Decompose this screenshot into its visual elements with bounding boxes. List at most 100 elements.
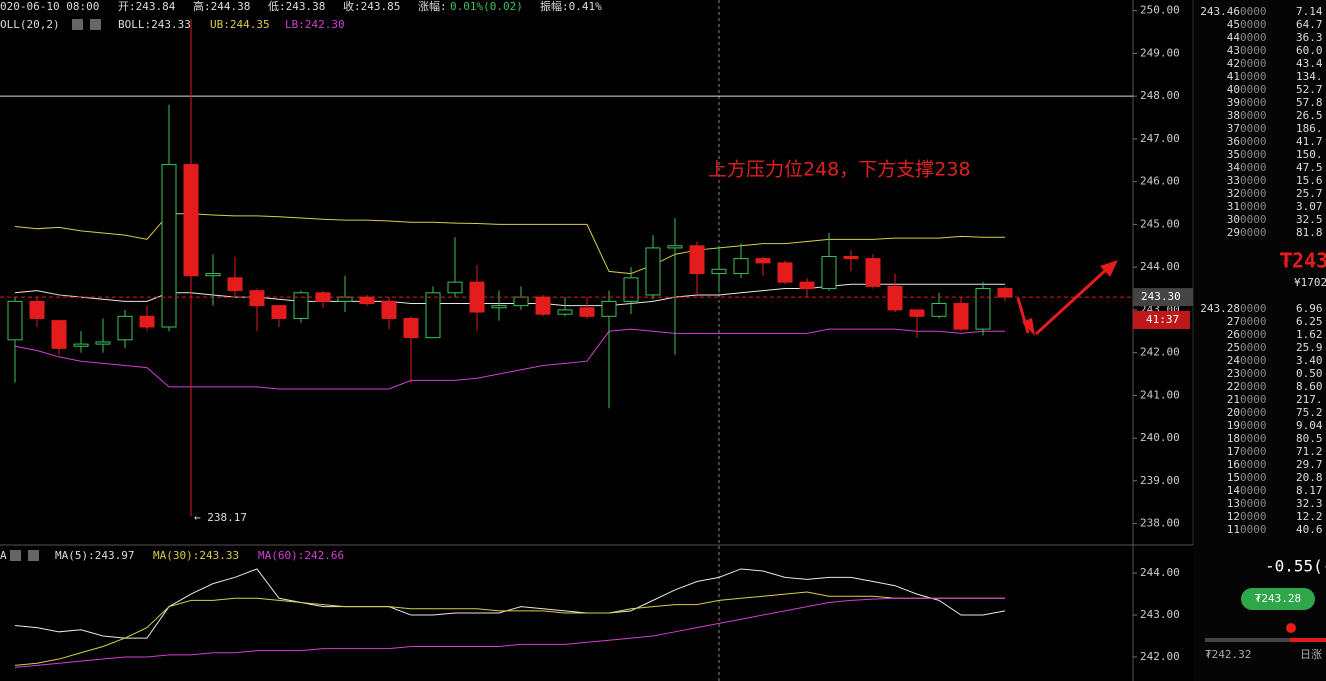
- quantity: 12.2: [1296, 510, 1323, 523]
- price-suffix: 0000: [1240, 445, 1267, 458]
- candle-body: [557, 309, 573, 315]
- price-suffix: 0000: [1240, 432, 1267, 445]
- price-suffix: 0000: [1240, 471, 1267, 484]
- candle-body: [73, 343, 89, 347]
- quantity: 52.7: [1296, 83, 1323, 96]
- price-pill[interactable]: [1241, 588, 1315, 610]
- candle-body: [183, 164, 199, 277]
- current-price-label: 243.30: [1141, 290, 1181, 303]
- ma60: MA(60):242.66: [258, 549, 344, 562]
- price-suffix: 0000: [1240, 497, 1267, 510]
- candle-body: [51, 320, 67, 349]
- last-cny: ¥1702: [1294, 276, 1326, 289]
- price-suffix: 0000: [1240, 109, 1267, 122]
- close-icon[interactable]: [28, 550, 39, 561]
- time: 020-06-10 08:00: [0, 0, 99, 13]
- price-suffix: 0000: [1240, 161, 1267, 174]
- quantity: 7.14: [1296, 5, 1323, 18]
- candle-body: [381, 300, 397, 319]
- price-suffix: 0000: [1240, 341, 1267, 354]
- price: 12: [1227, 510, 1240, 523]
- quantity: 47.5: [1296, 161, 1323, 174]
- price: 33: [1227, 174, 1240, 187]
- quantity: 36.3: [1296, 31, 1323, 44]
- quantity: 75.2: [1296, 406, 1323, 419]
- candle-body: [535, 296, 551, 315]
- price: 20: [1227, 406, 1240, 419]
- candle-body: [909, 309, 925, 317]
- y-tick-label: 244.00: [1140, 566, 1180, 579]
- candle-body: [799, 281, 815, 290]
- quantity: 1.62: [1296, 328, 1323, 341]
- price: 42: [1227, 57, 1240, 70]
- candle-body: [139, 315, 155, 328]
- price: 32: [1227, 187, 1240, 200]
- y-tick-label: 239.00: [1140, 474, 1180, 487]
- quantity: 43.4: [1296, 57, 1323, 70]
- high: 高:244.38: [193, 0, 250, 13]
- arrow-head: [1022, 318, 1035, 336]
- candle-body: [865, 258, 881, 287]
- y-tick-label: 248.00: [1140, 89, 1180, 102]
- open: 开:243.84: [118, 0, 176, 13]
- y-tick-label: 245.00: [1140, 217, 1180, 230]
- pill-text: ₮243.28: [1255, 592, 1301, 605]
- y-tick-label: 250.00: [1140, 4, 1180, 17]
- line-series: [14, 597, 1005, 668]
- quantity: 15.6: [1296, 174, 1323, 187]
- quantity: 71.2: [1296, 445, 1323, 458]
- price: 243.28: [1200, 302, 1240, 315]
- settings-icon[interactable]: [10, 550, 21, 561]
- price-suffix: 0000: [1240, 148, 1267, 161]
- price: 44: [1227, 31, 1241, 44]
- boll: BOLL:243.33: [118, 18, 191, 31]
- candle-body: [29, 300, 45, 319]
- candle-body: [205, 273, 221, 277]
- price-suffix: 0000: [1240, 44, 1267, 57]
- candle-body: [227, 277, 243, 292]
- candle-body: [821, 255, 837, 290]
- price: 22: [1227, 380, 1240, 393]
- ma30: MA(30):243.33: [153, 549, 239, 562]
- note: 上方压力位248，下方支撑238: [708, 159, 971, 181]
- close-icon[interactable]: [90, 19, 101, 30]
- candle-body: [975, 288, 991, 330]
- y-tick-label: 249.00: [1140, 46, 1180, 59]
- line-series: [14, 591, 1005, 666]
- candle-body: [403, 317, 419, 339]
- price-suffix: 0000: [1240, 96, 1267, 109]
- price: 43: [1227, 44, 1240, 57]
- price-suffix: 0000: [1240, 70, 1267, 83]
- quantity: 3.40: [1296, 354, 1323, 367]
- price: 31: [1227, 200, 1240, 213]
- quantity: 3.07: [1296, 200, 1323, 213]
- price-suffix: 0000: [1240, 523, 1267, 536]
- price: 34: [1227, 161, 1241, 174]
- current-price-box: [1133, 288, 1193, 307]
- price: 30: [1227, 213, 1240, 226]
- settings-icon[interactable]: [72, 19, 83, 30]
- change: -0.55(-0: [1265, 557, 1326, 576]
- price-suffix: 0000: [1240, 419, 1267, 432]
- candle-body: [711, 268, 727, 275]
- price-chart: 238.00239.00240.00241.00242.00243.00244.…: [0, 4, 1193, 530]
- y-tick-label: 242.00: [1140, 346, 1180, 359]
- quantity: 186.: [1296, 122, 1323, 135]
- price-suffix: 0000: [1240, 380, 1267, 393]
- candle-body: [337, 296, 353, 302]
- quantity: 41.7: [1296, 135, 1323, 148]
- quantity: 32.3: [1296, 497, 1323, 510]
- quantity: 40.6: [1296, 523, 1323, 536]
- price: 243.46: [1200, 5, 1240, 18]
- order-book: ₮243 ¥1702 -0.55(-0 ₮243.28 ₮242.32 日涨 2…: [1200, 5, 1326, 661]
- candle-body: [95, 341, 111, 345]
- candle-body: [931, 302, 947, 317]
- candle-body: [601, 300, 617, 317]
- price: 39: [1227, 96, 1240, 109]
- day-low: ₮242.32: [1205, 648, 1251, 661]
- price: 29: [1227, 226, 1240, 239]
- price: 16: [1227, 458, 1240, 471]
- price: 14: [1227, 484, 1241, 497]
- day-label: 日涨: [1300, 648, 1322, 661]
- arrow-head: [1100, 260, 1118, 277]
